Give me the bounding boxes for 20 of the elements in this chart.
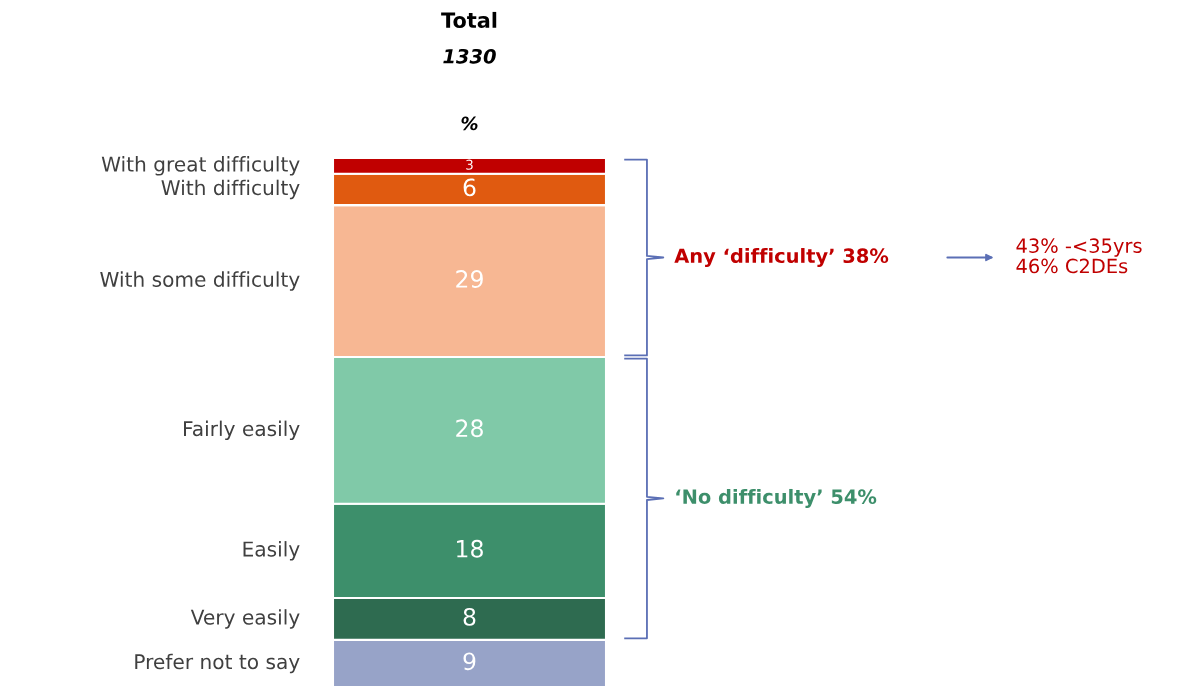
chart-title: Total bbox=[441, 11, 497, 29]
series-label: Easily bbox=[243, 541, 300, 561]
data-label: 9 bbox=[463, 652, 476, 671]
series-label: Prefer not to say bbox=[135, 653, 300, 674]
data-label: 18 bbox=[457, 539, 483, 558]
data-label: 6 bbox=[463, 178, 476, 197]
chart-subtitle: 1330 bbox=[443, 48, 496, 64]
text: 43% -<35yrs 46% C2DEs bbox=[1016, 238, 1142, 274]
text: Any ‘difficulty’ 38% bbox=[674, 248, 889, 267]
series-label: Very easily bbox=[190, 609, 300, 629]
data-label: 29 bbox=[456, 270, 483, 288]
series-label: With some difficulty bbox=[100, 271, 300, 291]
series-label: With difficulty bbox=[161, 179, 300, 200]
series-label: With great difficulty bbox=[101, 156, 300, 176]
data-label: 3 bbox=[466, 159, 473, 170]
data-label: 8 bbox=[463, 607, 476, 626]
series-label: Fairly easily bbox=[184, 420, 300, 441]
data-label: 28 bbox=[456, 419, 483, 438]
y-axis-title: % bbox=[461, 116, 478, 131]
text: ‘No difficulty’ 54% bbox=[676, 488, 877, 508]
